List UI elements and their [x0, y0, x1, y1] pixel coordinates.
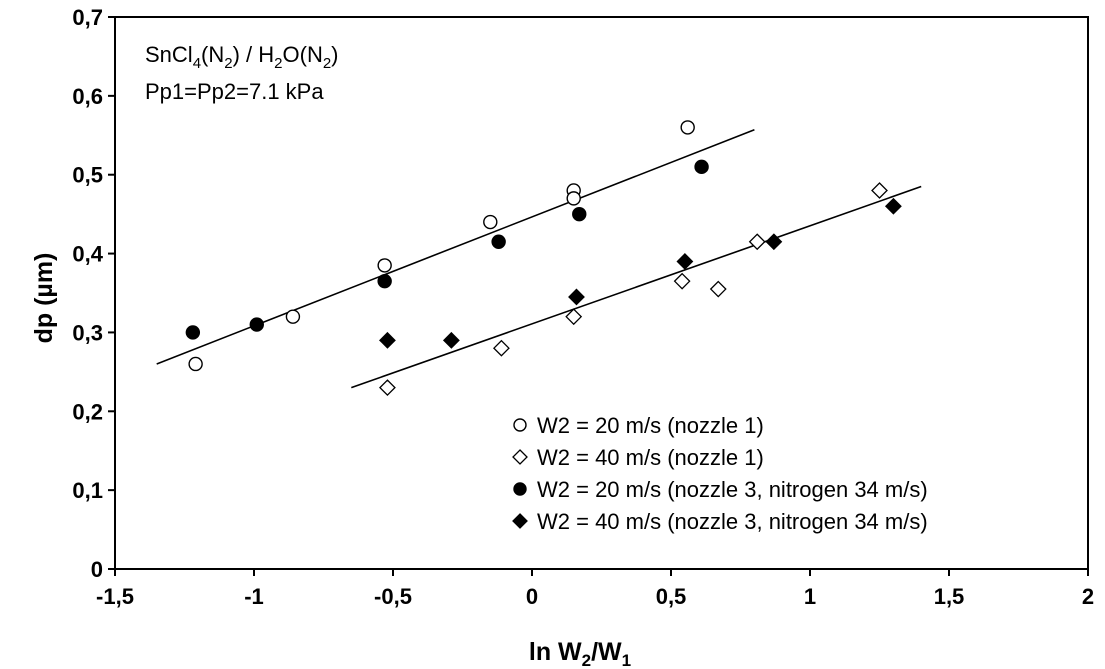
data-point [565, 308, 583, 326]
y-tick-label: 0,6 [72, 84, 103, 109]
data-point [566, 191, 581, 206]
y-tick-label: 0,5 [72, 163, 103, 188]
data-point [748, 233, 766, 251]
y-tick-label: 0,7 [72, 5, 103, 30]
data-point [249, 317, 264, 332]
data-point [709, 280, 727, 298]
data-point [379, 331, 396, 349]
data-point [568, 288, 585, 306]
data-point [493, 339, 510, 357]
plot-frame [114, 16, 1089, 570]
data-point [694, 159, 709, 175]
data-point [188, 356, 203, 372]
x-tick-label: -1,5 [96, 584, 134, 609]
y-tick-label: 0 [91, 557, 103, 582]
y-axis-title: dp (µm) [30, 253, 58, 344]
data-point [491, 234, 506, 249]
data-point [377, 273, 392, 289]
data-point [185, 325, 201, 340]
x-tick-label: -0,5 [374, 584, 412, 609]
trend-line [351, 185, 922, 389]
legend: W2 = 20 m/s (nozzle 1) W2 = 40 m/s (nozzl… [512, 413, 928, 534]
legend-marker [513, 418, 527, 432]
data-point [680, 120, 695, 135]
data-point [377, 258, 392, 273]
y-tick-label: 0,3 [72, 320, 103, 345]
trend-line [156, 129, 755, 365]
data-point [483, 214, 498, 230]
x-tick-label: 0 [526, 584, 538, 609]
data-point [871, 182, 888, 199]
legend-label: W2 = 40 m/s (nozzle 1) [537, 445, 764, 470]
annotation-line-1: SnCl4(N2) / H2O(N2) [145, 42, 339, 72]
data-point [442, 331, 460, 349]
y-tick-label: 0,1 [72, 478, 103, 503]
annotation-line-2: Pp1=Pp2=7.1 kPa [145, 79, 324, 104]
data-point [676, 253, 694, 270]
x-axis-title: ln W2/W1 [529, 638, 631, 669]
legend-marker [512, 449, 528, 465]
data-point [884, 197, 902, 215]
annotation: SnCl4(N2) / H2O(N2) Pp1=Pp2=7.1 kPa [145, 42, 339, 104]
y-tick-label: 0,4 [72, 242, 103, 267]
legend-label: W2 = 20 m/s (nozzle 1) [537, 413, 764, 438]
plot-area: 0 0,1 0,2 0,3 0,4 0,5 0,6 0,7 -1,5 -1 -0,5 0 0,5 1 1,5… [72, 5, 1094, 609]
y-tick-label: 0,2 [72, 399, 103, 424]
legend-marker [513, 482, 527, 496]
data-point [765, 233, 783, 251]
x-tick-label: -1 [244, 584, 264, 609]
data-point [572, 206, 587, 222]
x-tick-label: 1 [804, 584, 816, 609]
data-point [285, 309, 301, 324]
x-tick-label: 1,5 [934, 584, 965, 609]
legend-label: W2 = 20 m/s (nozzle 3, nitrogen 34 m/s) [537, 477, 928, 502]
x-tick-label: 0,5 [656, 584, 687, 609]
legend-label: W2 = 40 m/s (nozzle 3, nitrogen 34 m/s) [537, 509, 928, 534]
data-point [379, 379, 396, 397]
data-point [673, 272, 691, 290]
legend-marker [512, 513, 528, 529]
x-tick-label: 2 [1082, 584, 1094, 609]
